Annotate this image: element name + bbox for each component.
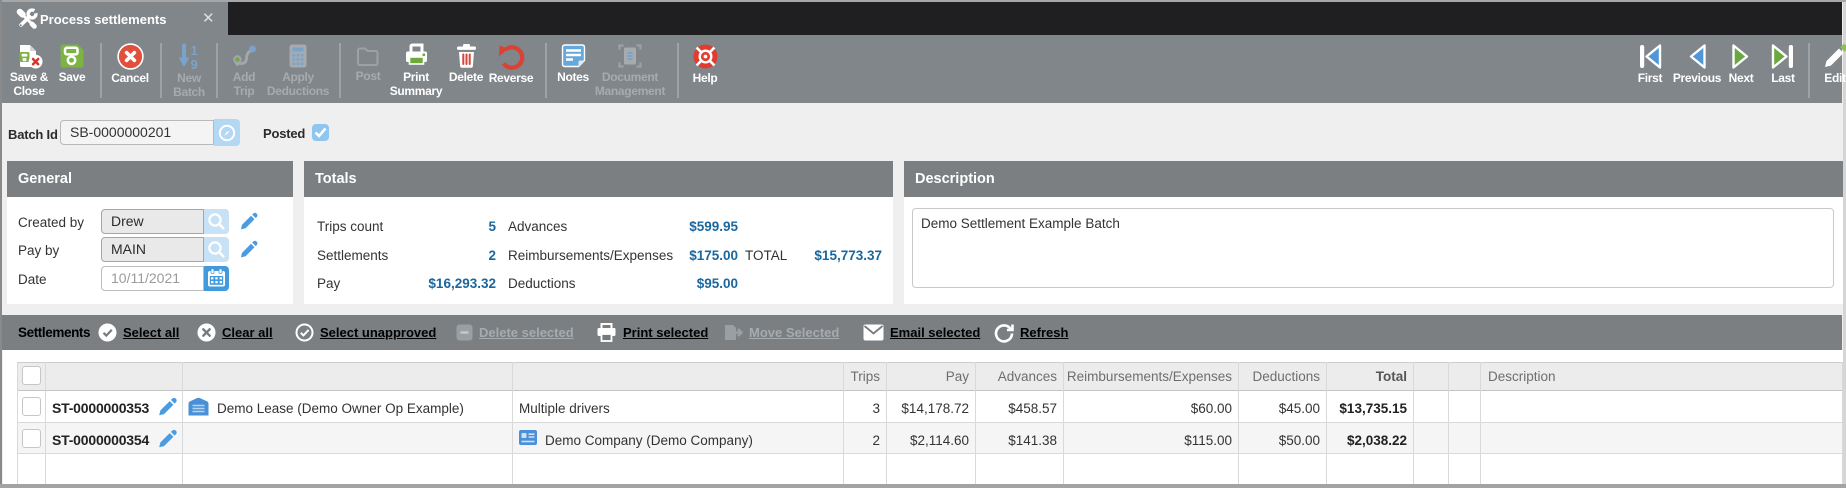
- svg-text:9: 9: [190, 57, 197, 70]
- svg-text:1: 1: [190, 43, 197, 58]
